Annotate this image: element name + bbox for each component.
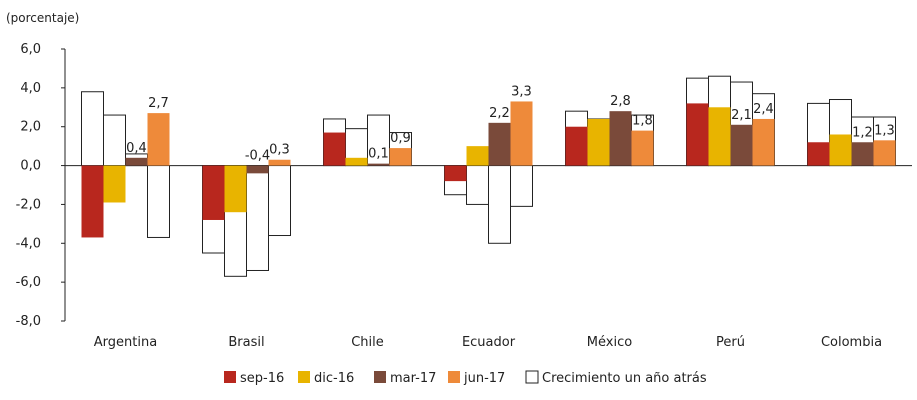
bar-mar-17 — [851, 142, 874, 166]
y-tick-label: 2,0 — [20, 120, 41, 135]
bar-dic-16 — [466, 146, 489, 166]
bar-sep-16 — [444, 165, 467, 182]
bar-dic-16 — [224, 165, 247, 213]
bar-one-year-ago — [488, 165, 511, 244]
category-label: Chile — [351, 335, 384, 350]
y-tick-label: 6,0 — [20, 42, 41, 57]
bar-sep-16 — [807, 142, 830, 166]
data-label: 2,7 — [148, 96, 169, 111]
bar-mar-17 — [609, 111, 632, 166]
y-tick-label: -4,0 — [16, 236, 41, 251]
bar-sep-16 — [565, 126, 588, 166]
data-label: 0,3 — [269, 143, 290, 158]
data-labels: 0,4 2,7 -0,40,3 0,10,9 2,23,3 2,81,8 2,1 2,4 1,2… — [126, 84, 895, 163]
legend-entry: mar-17 — [374, 371, 436, 386]
y-tick-label: 4,0 — [20, 81, 41, 96]
data-label: 2,4 — [753, 102, 774, 117]
legend-label: jun-17 — [463, 371, 505, 386]
data-label: 2,8 — [610, 94, 631, 109]
category-label: Colombia — [821, 335, 882, 350]
bar-dic-16 — [103, 165, 126, 203]
legend-entry: Crecimiento un año atrás — [525, 370, 707, 386]
data-label: 1,3 — [874, 123, 895, 138]
data-label: 1,2 — [852, 125, 873, 140]
y-tick-label: -6,0 — [16, 275, 41, 290]
bar-jun-17 — [631, 130, 654, 166]
y-tick-label: -8,0 — [16, 314, 41, 329]
bar-dic-16 — [708, 107, 731, 166]
bar-sep-16 — [81, 165, 104, 238]
category-label: Ecuador — [462, 335, 516, 350]
bar-jun-17 — [389, 148, 412, 166]
legend-swatch — [525, 370, 539, 384]
bar-one-year-ago — [147, 165, 170, 238]
legend-label: dic-16 — [314, 371, 354, 386]
legend-swatch — [374, 371, 386, 383]
data-label: 0,4 — [126, 141, 147, 156]
legend-label: mar-17 — [390, 371, 436, 386]
y-tick-label: 0,0 — [20, 159, 41, 174]
data-label: 0,1 — [368, 147, 389, 162]
bar-jun-17 — [752, 118, 775, 166]
bar-one-year-ago — [466, 165, 489, 205]
category-label: Perú — [716, 335, 745, 350]
bar-dic-16 — [829, 134, 852, 166]
legend-swatch — [448, 371, 460, 383]
legend-swatch — [224, 371, 236, 383]
bar-dic-16 — [345, 157, 368, 166]
legend: sep-16 dic-16 mar-17 jun-17 Crecimiento un a… — [224, 370, 707, 386]
category-label: Brasil — [228, 335, 264, 350]
legend-entry: jun-17 — [448, 371, 505, 386]
bar-jun-17 — [268, 159, 291, 166]
legend-entry: dic-16 — [298, 371, 354, 386]
bar-jun-17 — [873, 140, 896, 166]
bar-one-year-ago — [510, 165, 533, 207]
data-label: 1,8 — [632, 114, 653, 129]
data-label: -0,4 — [245, 149, 270, 164]
data-label: 2,1 — [731, 108, 752, 123]
bar-one-year-ago — [268, 165, 291, 237]
category-label: Argentina — [94, 335, 157, 350]
y-axis-label: (porcentaje) — [6, 11, 79, 25]
bar-sep-16 — [686, 103, 709, 166]
y-tick-label: -2,0 — [16, 197, 41, 212]
bar-one-year-ago — [103, 114, 126, 167]
category-label: México — [587, 335, 632, 350]
bar-mar-17 — [125, 157, 148, 166]
category-labels: Argentina Brasil Chile Ecuador México Perú Col… — [94, 335, 882, 350]
legend-label: Crecimiento un año atrás — [542, 371, 707, 386]
bar-mar-17 — [246, 165, 269, 174]
data-label: 3,3 — [511, 84, 532, 99]
bar-mar-17 — [367, 163, 390, 166]
bar-mar-17 — [488, 122, 511, 166]
legend-label: sep-16 — [240, 371, 284, 386]
bar-jun-17 — [147, 113, 170, 166]
bar-sep-16 — [202, 165, 225, 220]
bar-mar-17 — [730, 124, 753, 166]
bar-one-year-ago — [246, 165, 269, 271]
data-label: 2,2 — [489, 106, 510, 121]
bar-jun-17 — [510, 101, 533, 166]
legend-swatch — [298, 371, 310, 383]
series-bars — [81, 101, 896, 238]
bar-one-year-ago — [81, 91, 104, 167]
bar-sep-16 — [323, 132, 346, 166]
bar-dic-16 — [587, 118, 610, 166]
legend-entry: sep-16 — [224, 371, 284, 386]
data-label: 0,9 — [390, 131, 411, 146]
